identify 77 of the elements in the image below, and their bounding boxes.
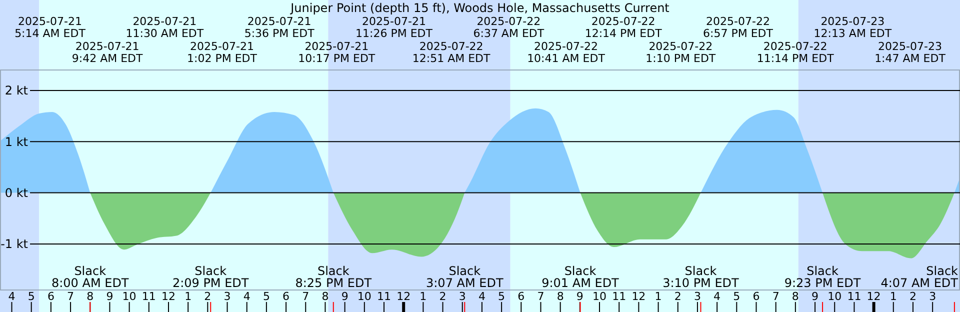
x-tick-label: 4 bbox=[243, 290, 250, 303]
x-tick-label: 12 bbox=[632, 290, 646, 303]
x-tick-label: 9 bbox=[812, 290, 819, 303]
x-tick-label: 9 bbox=[576, 290, 584, 303]
x-tick-label: 11 bbox=[847, 290, 862, 303]
x-tick-label: 2 bbox=[909, 290, 916, 303]
y-tick-label: 0 kt bbox=[4, 186, 28, 200]
x-tick-label: 12 bbox=[866, 290, 881, 303]
x-tick-label: 2 bbox=[674, 290, 682, 303]
ref-line-label: Slack 4:07 AM EDT bbox=[880, 264, 959, 290]
x-tick-label: 8 bbox=[556, 290, 564, 303]
x-tick-label: 1 bbox=[184, 290, 192, 303]
y-tick-label: 2 kt bbox=[4, 84, 28, 98]
x-tick-label: 8 bbox=[792, 290, 799, 303]
text: 2025-07-21 1:02 PM EDT bbox=[187, 40, 258, 65]
x-tick-label: 6 bbox=[282, 290, 290, 303]
x-tick-label: 12 bbox=[396, 290, 411, 303]
x-tick-label: 11 bbox=[612, 290, 626, 303]
x-tick-label: 4 bbox=[8, 290, 16, 303]
x-tick-label: 10 bbox=[122, 290, 136, 303]
x-tick-label: 11 bbox=[142, 290, 156, 303]
text: 2025-07-22 12:14 PM EDT bbox=[584, 15, 662, 40]
x-tick-label: 9 bbox=[106, 290, 114, 303]
text: 2025-07-21 5:14 AM EDT bbox=[14, 15, 86, 40]
x-tick-label: 1 bbox=[420, 290, 427, 303]
ref-line-label: Slack 8:25 PM EDT bbox=[295, 264, 372, 290]
x-tick-label: 7 bbox=[537, 290, 544, 303]
chart-title: Juniper Point (depth 15 ft), Woods Hole, Massachusetts Current bbox=[290, 1, 670, 15]
x-tick-label: 10 bbox=[828, 290, 842, 303]
x-tick-label: 8 bbox=[86, 290, 94, 303]
x-tick-label: 10 bbox=[592, 290, 607, 303]
x-tick-label: 5 bbox=[28, 290, 35, 303]
x-tick-label: 6 bbox=[518, 290, 525, 303]
ref-line-label: Slack 9:23 PM EDT bbox=[784, 264, 862, 290]
x-tick-label: 7 bbox=[772, 290, 780, 303]
x-tick-label: 4 bbox=[478, 290, 486, 303]
text: 2025-07-23 1:47 AM EDT bbox=[874, 40, 946, 65]
text: 2025-07-22 12:51 AM EDT bbox=[412, 40, 491, 65]
text: 2025-07-22 6:37 AM EDT bbox=[473, 15, 544, 40]
x-tick-label: 7 bbox=[67, 290, 74, 303]
text: 2025-07-21 9:42 AM EDT bbox=[72, 40, 144, 65]
x-tick-label: 1 bbox=[890, 290, 897, 303]
x-tick-label: 5 bbox=[733, 290, 740, 303]
x-tick-label: 10 bbox=[357, 290, 372, 303]
text: 2025-07-23 12:13 AM EDT bbox=[814, 15, 892, 40]
x-tick-label: 2 bbox=[439, 290, 446, 303]
x-tick-label: 11 bbox=[377, 290, 391, 303]
text: 2025-07-21 11:26 PM EDT bbox=[356, 15, 433, 40]
x-tick-label: 3 bbox=[694, 290, 701, 303]
y-tick-label: 1 kt bbox=[4, 134, 28, 149]
x-tick-label: 3 bbox=[929, 290, 936, 303]
text: 2025-07-21 11:30 AM EDT bbox=[126, 15, 204, 40]
x-tick-label: 1 bbox=[654, 290, 662, 303]
text: 2025-07-22 11:14 PM EDT bbox=[756, 40, 834, 65]
x-tick-label: 12 bbox=[161, 290, 176, 303]
text: 2025-07-21 10:17 PM EDT bbox=[298, 40, 376, 65]
y-tick-label: -1 kt bbox=[0, 237, 28, 252]
ref-line-label: Slack 9:01 AM EDT bbox=[542, 264, 620, 290]
text: 2025-07-22 6:57 PM EDT bbox=[703, 15, 774, 40]
x-tick-label: 3 bbox=[458, 290, 466, 303]
x-tick-label: 8 bbox=[322, 290, 329, 303]
x-tick-label: 5 bbox=[262, 290, 270, 303]
text: 2025-07-22 10:41 AM EDT bbox=[527, 40, 606, 65]
text: 2025-07-22 1:10 PM EDT bbox=[646, 40, 716, 65]
x-tick-label: 7 bbox=[302, 290, 310, 303]
x-tick-label: 6 bbox=[752, 290, 760, 303]
x-tick-label: 3 bbox=[224, 290, 231, 303]
ref-line-label: Slack 8:00 AM EDT bbox=[51, 264, 130, 290]
x-tick-label: 4 bbox=[714, 290, 721, 303]
ref-line-label: Slack 2:09 PM EDT bbox=[172, 264, 250, 290]
x-tick-label: 9 bbox=[341, 290, 348, 303]
ref-line-label: Slack 3:10 PM EDT bbox=[662, 264, 740, 290]
x-tick-label: 5 bbox=[498, 290, 506, 303]
ref-line-label: Slack 3:07 AM EDT bbox=[426, 264, 504, 290]
text: 2025-07-21 5:36 PM EDT bbox=[244, 15, 315, 40]
x-tick-label: 2 bbox=[204, 290, 212, 303]
x-tick-label: 6 bbox=[47, 290, 54, 303]
